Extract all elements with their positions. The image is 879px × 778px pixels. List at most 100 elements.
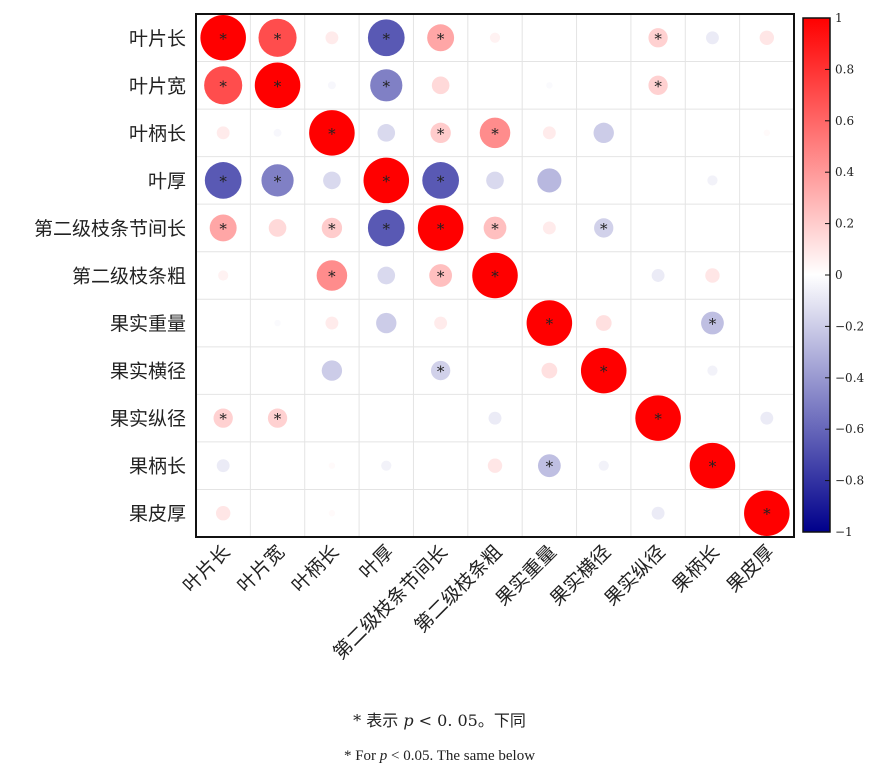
significance-marker: * xyxy=(437,172,445,190)
correlation-circle xyxy=(657,370,659,372)
correlation-circle xyxy=(526,300,573,346)
x-tick-label: 叶柄长 xyxy=(288,541,344,597)
cells: * * * * * * * * * * * * * * * * * * * * * * * * * * * * * * * * * * * xyxy=(200,15,790,536)
correlation-circle xyxy=(385,512,387,514)
correlation-circle xyxy=(657,132,659,134)
correlation-circle xyxy=(648,28,668,48)
colorbar-tick-label: 0 xyxy=(835,268,843,282)
colorbar-tick-label: 0.4 xyxy=(835,165,854,179)
significance-marker: * xyxy=(546,458,554,476)
colorbar-tick-label: −0.6 xyxy=(835,422,864,436)
correlation-circle xyxy=(331,417,333,419)
correlation-circle xyxy=(548,512,550,514)
correlation-circle xyxy=(209,214,237,242)
correlation-circle xyxy=(711,512,713,514)
correlation-circle xyxy=(377,266,396,285)
correlation-circle xyxy=(603,275,605,276)
correlation-circle xyxy=(327,81,336,90)
correlation-circle xyxy=(254,62,301,109)
significance-marker: * xyxy=(437,125,445,143)
correlation-circle xyxy=(316,260,348,291)
correlation-circle xyxy=(657,465,659,467)
correlation-circle xyxy=(472,252,518,299)
correlation-circle xyxy=(711,132,713,134)
correlation-circle xyxy=(603,37,605,39)
correlation-circle xyxy=(277,370,279,372)
correlation-circle xyxy=(328,462,336,469)
correlation-circle xyxy=(494,84,496,86)
correlation-circle xyxy=(489,32,501,43)
correlation-circle xyxy=(261,164,294,197)
y-tick-label: 叶片长 xyxy=(129,28,186,50)
correlation-circle xyxy=(385,417,387,419)
correlation-circle xyxy=(325,316,339,330)
x-tick-label: 果皮厚 xyxy=(722,541,778,597)
correlation-circle xyxy=(689,442,736,489)
y-tick-label: 第二级枝条节间长 xyxy=(34,218,186,240)
correlation-circle xyxy=(370,69,403,102)
correlation-circle xyxy=(657,227,659,229)
y-tick-label: 果柄长 xyxy=(129,456,186,478)
x-tick-label: 叶片宽 xyxy=(233,541,289,597)
significance-marker: * xyxy=(654,410,662,428)
correlation-circle xyxy=(430,360,451,381)
correlation-circle xyxy=(542,126,556,140)
significance-marker: * xyxy=(219,410,227,428)
correlation-circle xyxy=(711,227,713,229)
correlation-circle xyxy=(277,512,279,514)
y-tick-label: 果实横径 xyxy=(110,361,186,383)
colorbar-tick-label: −0.4 xyxy=(835,371,865,385)
colorbar-tick-label: −1 xyxy=(835,525,853,539)
significance-marker: * xyxy=(491,220,499,238)
significance-marker: * xyxy=(654,77,662,95)
correlation-circle xyxy=(218,270,229,281)
significance-marker: * xyxy=(383,77,391,95)
significance-marker: * xyxy=(600,220,608,238)
correlation-circle xyxy=(766,227,768,229)
correlation-circle xyxy=(657,179,659,181)
y-tick-label: 叶柄长 xyxy=(129,123,186,145)
correlation-circle xyxy=(417,205,464,251)
correlation-circle xyxy=(309,110,355,156)
correlation-circle xyxy=(430,122,451,144)
correlation-circle xyxy=(651,269,665,282)
correlation-circle xyxy=(258,18,297,57)
correlation-circle xyxy=(763,129,771,137)
correlation-circle xyxy=(494,512,496,514)
correlation-circle xyxy=(548,417,550,419)
correlation-circle xyxy=(274,319,281,327)
correlation-circle xyxy=(204,162,242,199)
correlation-circle xyxy=(598,460,609,471)
caption-english: * For p < 0.05. The same below xyxy=(343,748,536,764)
correlation-circle xyxy=(328,510,336,517)
correlation-circle xyxy=(759,30,775,45)
correlation-circle xyxy=(213,408,233,428)
correlation-circle xyxy=(494,322,496,324)
correlation-circle xyxy=(427,24,455,52)
plot-border xyxy=(195,13,795,538)
correlation-circle xyxy=(268,219,287,237)
correlation-circle xyxy=(537,168,562,193)
correlation-circle xyxy=(321,360,343,381)
colorbar-tick-label: 0.8 xyxy=(835,62,854,76)
y-tick-label: 叶片宽 xyxy=(129,75,186,97)
significance-marker: * xyxy=(274,77,282,95)
correlation-circle xyxy=(707,365,718,376)
correlation-circle xyxy=(323,171,341,190)
correlation-circle xyxy=(200,15,246,61)
colorbar-tick-label: 1 xyxy=(835,11,843,25)
y-tick-label: 第二级枝条粗 xyxy=(72,266,186,288)
correlation-circle xyxy=(277,465,279,467)
significance-marker: * xyxy=(219,220,227,238)
correlation-circle xyxy=(707,175,718,186)
correlation-circle xyxy=(486,171,504,190)
correlation-circle xyxy=(376,312,397,334)
correlation-circle xyxy=(766,322,768,324)
correlation-circle xyxy=(595,315,612,331)
x-tick-label: 果柄长 xyxy=(668,541,724,597)
correlation-circle xyxy=(483,216,507,240)
correlation-circle xyxy=(744,490,790,536)
correlation-circle xyxy=(701,311,724,335)
correlation-circle xyxy=(593,122,614,144)
correlation-circle xyxy=(548,37,550,39)
